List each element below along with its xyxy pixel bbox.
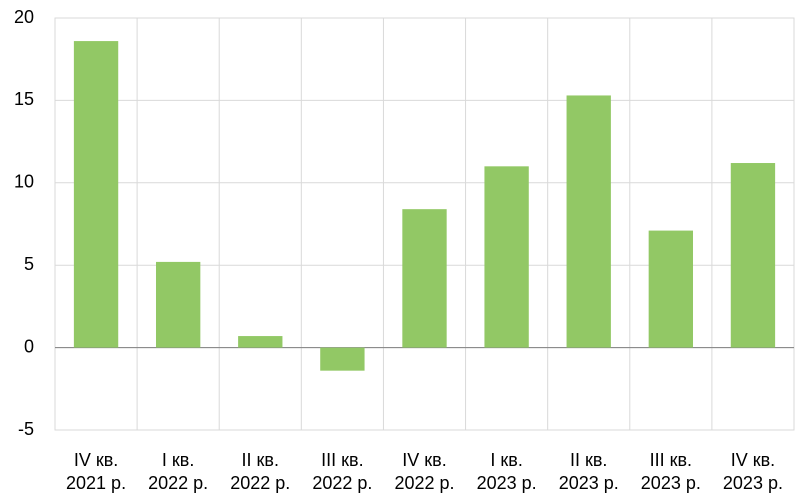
y-tick-label: 0	[24, 336, 34, 356]
bar	[484, 166, 529, 348]
y-tick-label: 5	[24, 254, 34, 274]
bar	[320, 347, 365, 371]
y-tick-label: -5	[18, 419, 34, 439]
bar	[155, 261, 201, 348]
x-tick-label: III кв. 2022 р.	[312, 450, 373, 493]
x-tick-label: I кв. 2023 р.	[476, 450, 537, 493]
x-tick-label: II кв. 2023 р.	[558, 450, 619, 493]
bar	[566, 95, 611, 348]
x-tick-label: IV кв. 2022 р.	[394, 450, 455, 493]
bar	[730, 163, 776, 348]
x-tick-label: I кв. 2022 р.	[148, 450, 209, 493]
x-tick-label: II кв. 2022 р.	[230, 450, 291, 493]
bar	[238, 336, 283, 348]
bar	[402, 209, 447, 348]
bar	[73, 41, 119, 348]
x-tick-label: IV кв. 2023 р.	[722, 450, 783, 493]
y-tick-label: 15	[14, 89, 34, 109]
y-tick-label: 20	[14, 7, 34, 27]
x-tick-label: III кв. 2023 р.	[640, 450, 701, 493]
x-tick-label: IV кв. 2021 р.	[66, 450, 127, 493]
y-tick-label: 10	[14, 172, 34, 192]
plot-frame	[54, 17, 795, 431]
bar	[648, 230, 694, 348]
